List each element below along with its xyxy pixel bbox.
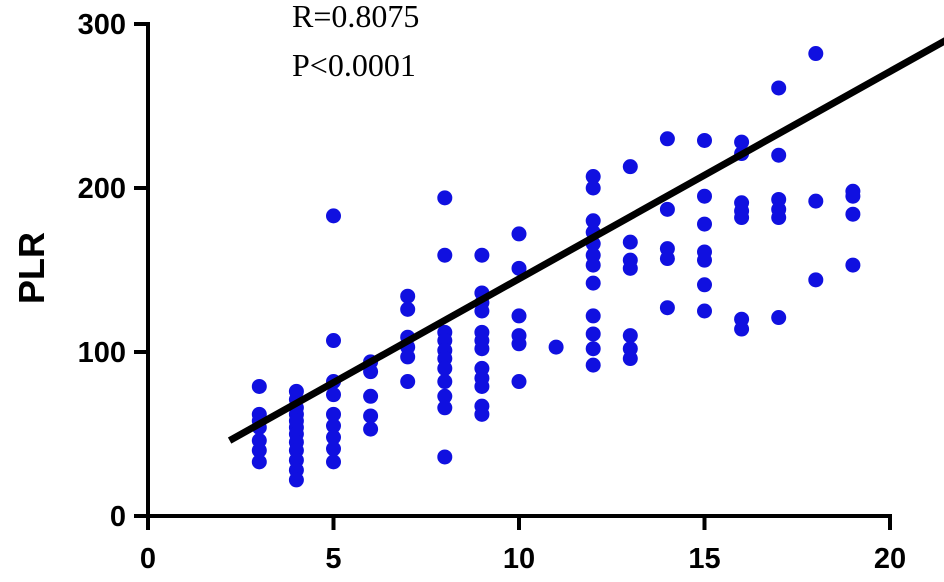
x-tick-label: 0 [140, 543, 156, 575]
data-point [659, 300, 675, 316]
data-point [474, 341, 490, 357]
data-point [697, 252, 712, 268]
data-point [659, 251, 675, 267]
data-point [437, 190, 453, 206]
data-point [585, 357, 601, 373]
data-point [326, 387, 341, 403]
data-point [845, 257, 861, 273]
data-point [474, 406, 490, 422]
data-point [400, 374, 416, 390]
data-point [363, 421, 379, 437]
data-point [548, 339, 564, 355]
data-point [251, 442, 267, 458]
data-point [585, 169, 601, 185]
data-point [697, 188, 712, 204]
data-point [251, 454, 267, 470]
data-point [585, 180, 601, 196]
data-point [288, 472, 304, 488]
data-point [326, 454, 341, 470]
axes: 0 100 200 300 0 5 10 15 20 [78, 9, 907, 575]
data-point [697, 132, 712, 148]
data-point [511, 226, 527, 242]
data-point [659, 201, 675, 217]
data-point [622, 159, 638, 175]
regression-line-group [227, 37, 944, 444]
y-tick-label: 300 [78, 9, 126, 41]
stat-p-annotation: P<0.0001 [292, 47, 416, 83]
data-point [474, 303, 490, 319]
data-point [511, 374, 527, 390]
data-point [511, 308, 527, 324]
data-point [808, 46, 824, 62]
data-point [474, 378, 490, 394]
data-point [808, 272, 824, 288]
x-tick-label: 10 [503, 543, 535, 575]
data-point [734, 134, 750, 150]
data-point [771, 147, 787, 163]
data-point [622, 260, 638, 276]
data-point [697, 277, 712, 293]
data-point [585, 341, 601, 357]
data-point [771, 310, 787, 326]
data-point [622, 234, 638, 250]
data-point [697, 303, 712, 319]
regression-line [227, 37, 944, 444]
data-point [326, 333, 341, 349]
data-point [659, 131, 675, 147]
data-point [622, 351, 638, 367]
data-point [437, 388, 453, 404]
data-point [734, 321, 750, 337]
data-point [363, 408, 379, 424]
data-point [437, 400, 453, 416]
data-point [437, 374, 453, 390]
data-point [363, 388, 379, 404]
data-point [437, 247, 453, 263]
data-point [734, 210, 750, 226]
x-tick-label: 5 [325, 543, 341, 575]
data-points [251, 46, 861, 488]
data-point [474, 247, 490, 263]
data-point [585, 213, 601, 229]
data-point [326, 406, 341, 422]
y-axis-title: PLR [11, 232, 52, 304]
data-point [511, 336, 527, 352]
data-point [437, 360, 453, 376]
y-tick-label: 0 [110, 501, 126, 533]
data-point [585, 275, 601, 291]
data-point [326, 429, 341, 445]
data-point [585, 308, 601, 324]
data-point [771, 80, 787, 96]
data-point [845, 188, 861, 204]
data-point [808, 193, 824, 209]
data-point [400, 349, 416, 365]
data-point [585, 257, 601, 273]
y-tick-label: 200 [78, 173, 126, 205]
x-tick-label: 20 [874, 543, 906, 575]
data-point [363, 364, 379, 380]
data-point [251, 378, 267, 394]
data-point [771, 210, 787, 226]
data-point [326, 208, 341, 224]
stat-r-annotation: R=0.8075 [292, 0, 419, 34]
data-point [585, 326, 601, 342]
x-tick-label: 15 [688, 543, 720, 575]
data-point [622, 328, 638, 344]
y-tick-label: 100 [78, 337, 126, 369]
data-point [400, 301, 416, 317]
data-point [845, 206, 861, 222]
data-point [511, 260, 527, 276]
data-point [437, 449, 453, 465]
data-point [697, 216, 712, 232]
data-point [326, 418, 341, 434]
data-point [326, 441, 341, 457]
data-point [400, 288, 416, 304]
